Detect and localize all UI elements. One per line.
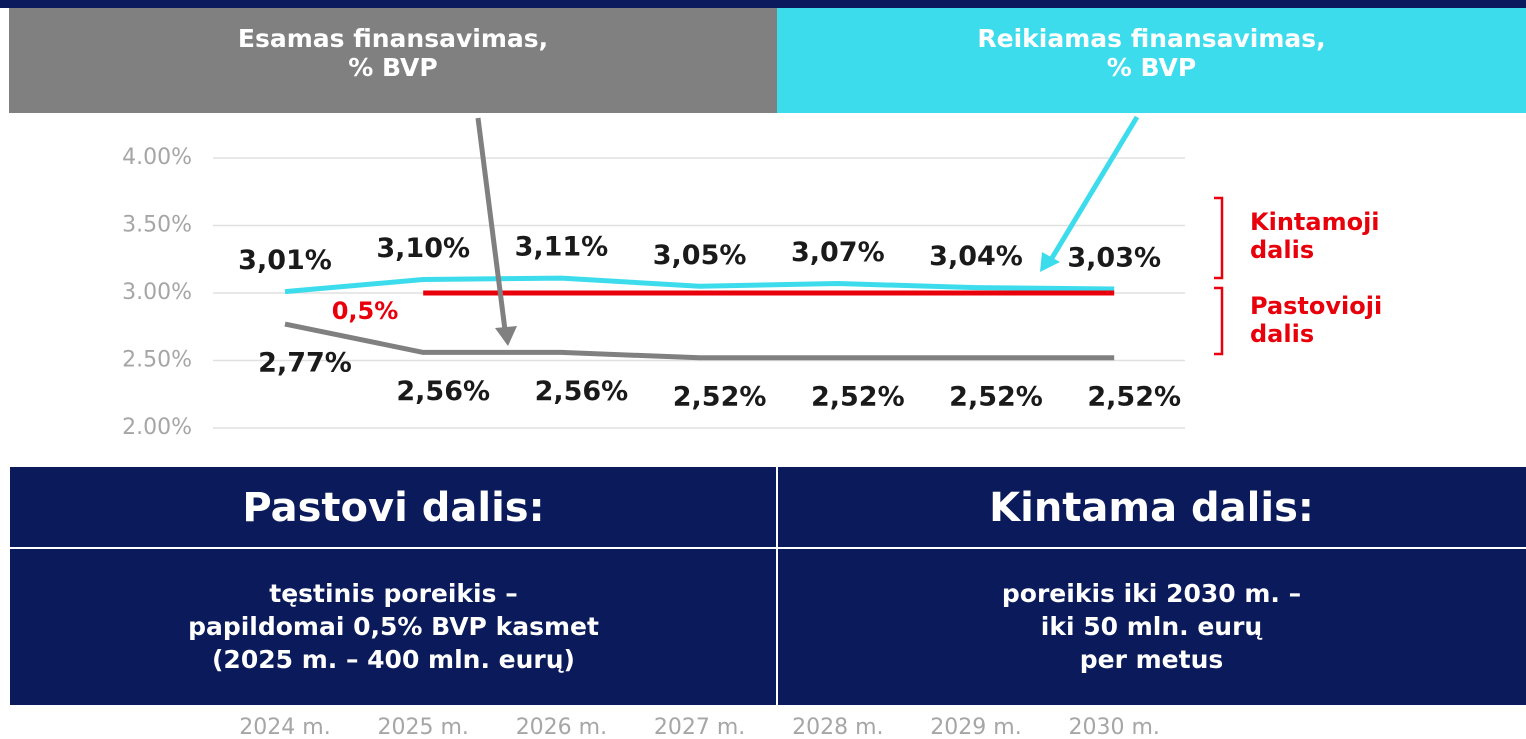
data-label: 3,05% bbox=[653, 240, 747, 271]
header-cyan bbox=[777, 8, 1526, 113]
data-label: 2,56% bbox=[535, 376, 629, 407]
y-tick-label: 4.00% bbox=[122, 145, 192, 170]
data-label: 3,01% bbox=[238, 245, 332, 276]
line bbox=[284, 275, 1115, 295]
data-label: 3,03% bbox=[1067, 242, 1161, 273]
data-label: 3,04% bbox=[929, 241, 1023, 272]
annotation: Kintamoji dalis bbox=[1250, 208, 1380, 264]
data-label: 3,07% bbox=[791, 237, 885, 268]
data-label: 2,52% bbox=[949, 381, 1043, 412]
x-tick-label: 2029 m. bbox=[930, 715, 1021, 739]
y-tick-label: 3.00% bbox=[122, 280, 192, 305]
arrow bbox=[1049, 115, 1140, 260]
y-tick-label: 2.00% bbox=[122, 415, 192, 440]
arrowhead bbox=[1040, 252, 1060, 272]
annotation: 0,5% bbox=[332, 297, 399, 325]
y-tick-label: 3.50% bbox=[122, 213, 192, 238]
arrowhead bbox=[495, 326, 517, 346]
panel-text: poreikis iki 2030 m. – iki 50 mln. eurų … bbox=[1001, 579, 1302, 674]
panel-title: Kintama dalis: bbox=[989, 484, 1314, 531]
top-strip bbox=[0, 0, 1526, 8]
data-label: 2,52% bbox=[1087, 381, 1181, 412]
data-label: 2,52% bbox=[673, 381, 767, 412]
data-label: 2,52% bbox=[811, 381, 905, 412]
data-label: 3,11% bbox=[515, 232, 609, 263]
header-gray bbox=[9, 8, 777, 113]
x-tick-label: 2027 m. bbox=[654, 715, 745, 739]
panel-bg bbox=[10, 467, 1526, 705]
arrow bbox=[475, 117, 508, 331]
line bbox=[284, 321, 1115, 361]
header-text: Reikiamas finansavimas, % BVP bbox=[977, 24, 1326, 82]
x-tick-label: 2024 m. bbox=[239, 715, 330, 739]
y-tick-label: 2.50% bbox=[122, 348, 192, 373]
panel-text: tęstinis poreikis – papildomai 0,5% BVP … bbox=[188, 579, 599, 674]
x-tick-label: 2028 m. bbox=[792, 715, 883, 739]
x-tick-label: 2025 m. bbox=[377, 715, 468, 739]
data-label: 3,10% bbox=[376, 233, 470, 264]
x-tick-label: 2026 m. bbox=[516, 715, 607, 739]
bracket bbox=[1214, 196, 1224, 356]
panel-title: Pastovi dalis: bbox=[242, 484, 545, 531]
data-label: 2,56% bbox=[396, 376, 490, 407]
x-tick-label: 2030 m. bbox=[1068, 715, 1159, 739]
data-label: 2,77% bbox=[258, 348, 352, 379]
annotation: Pastovioji dalis bbox=[1250, 292, 1383, 348]
header-text: Esamas finansavimas, % BVP bbox=[237, 24, 549, 82]
